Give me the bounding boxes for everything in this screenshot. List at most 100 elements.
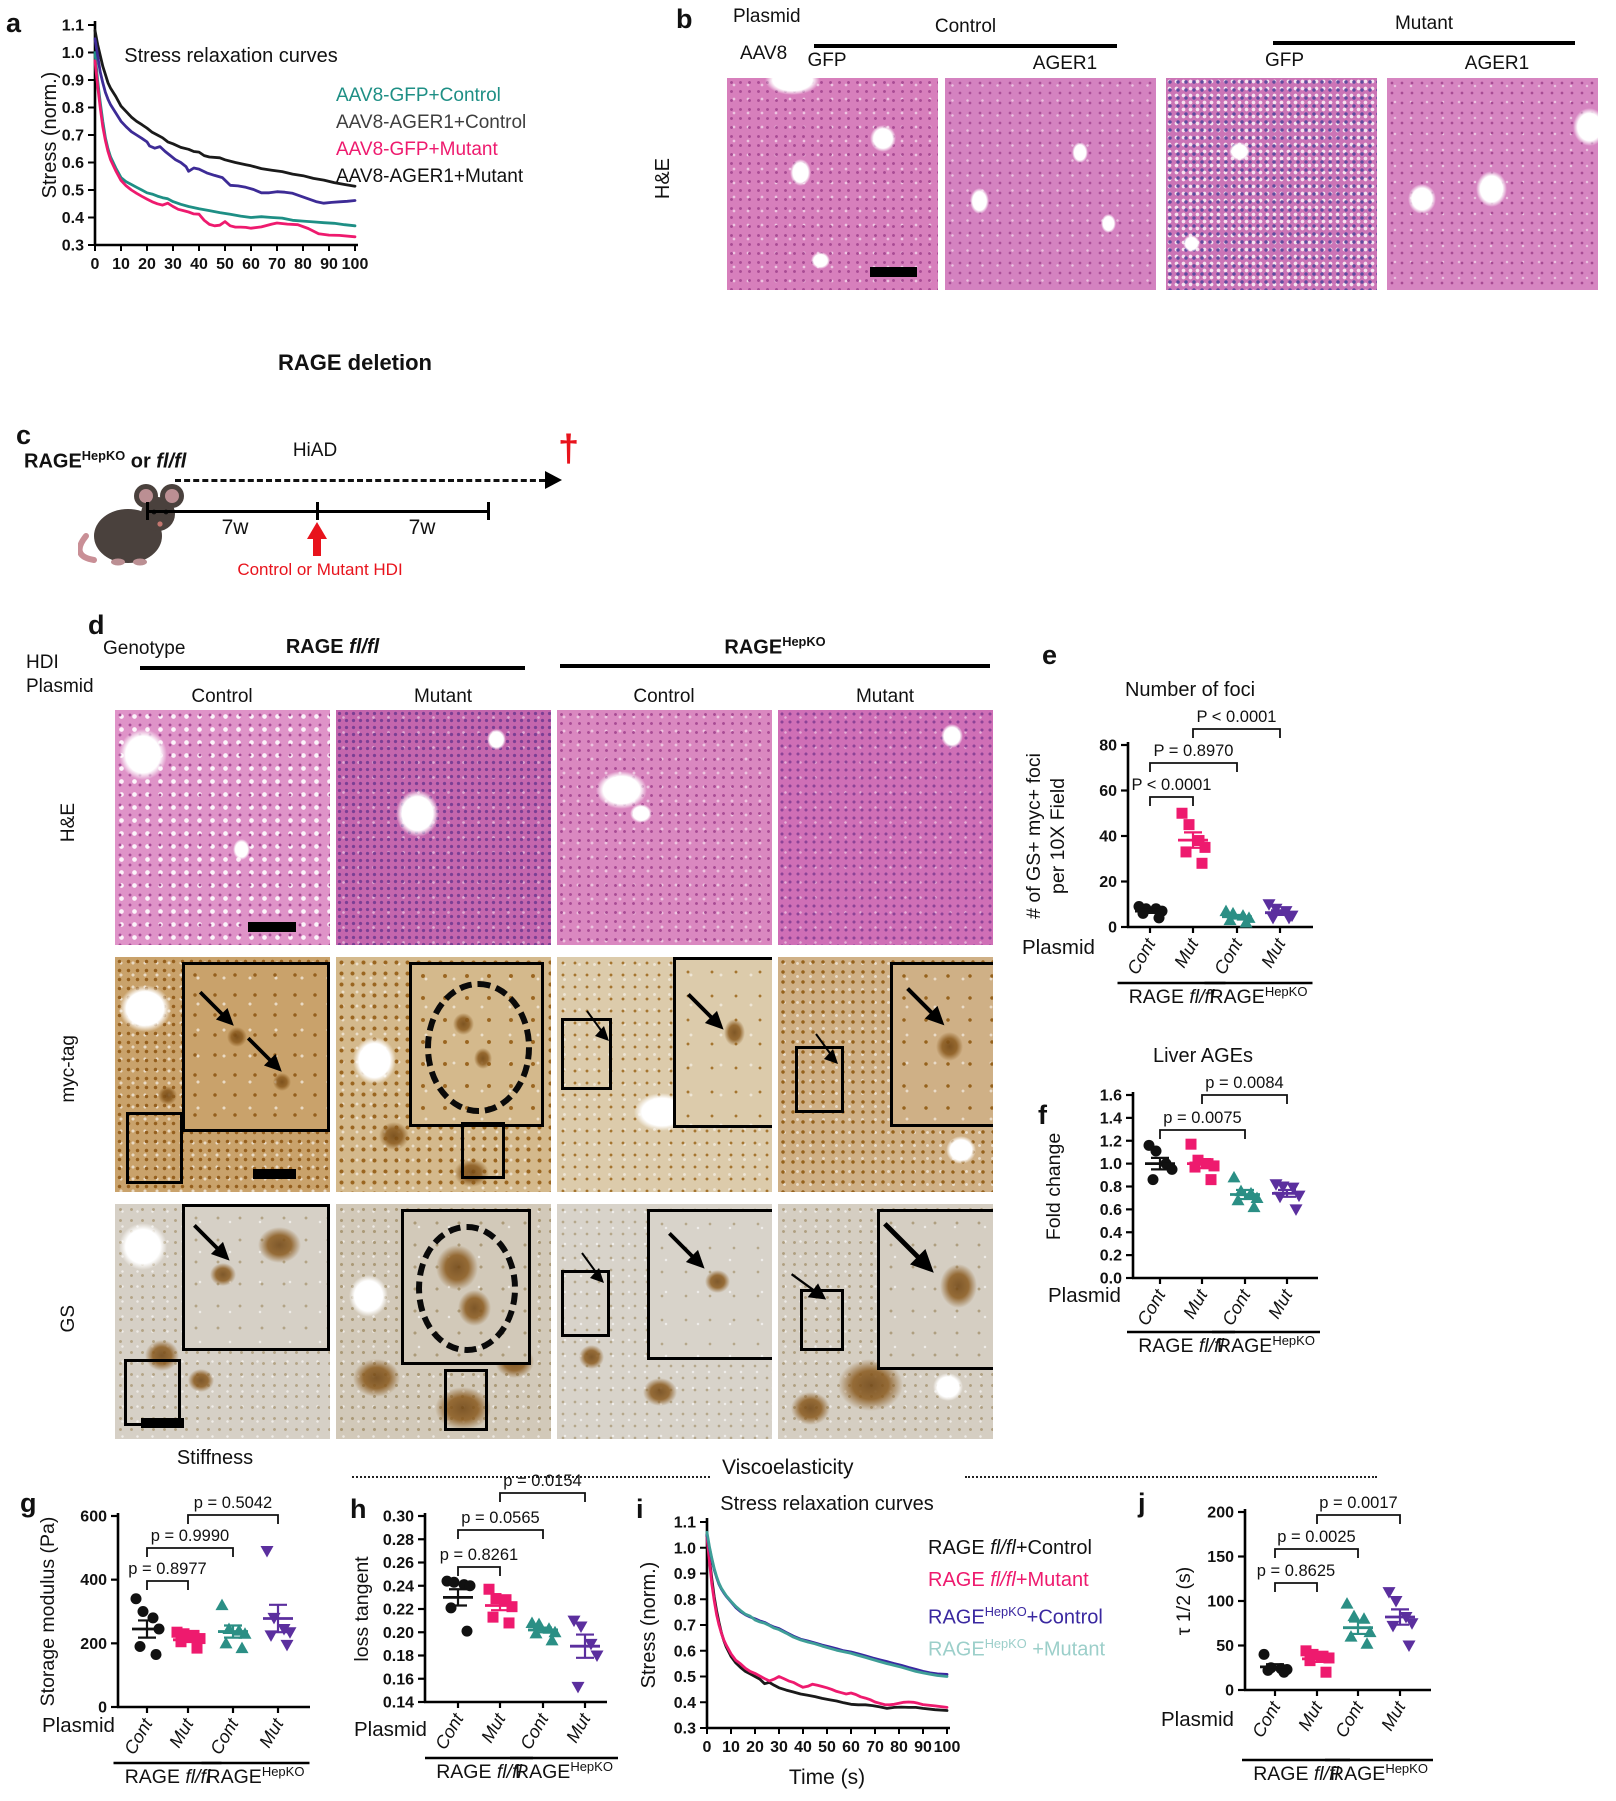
- panel-b-col-gfp-2: GFP: [1264, 50, 1305, 71]
- svg-text:Cont: Cont: [1331, 1697, 1368, 1741]
- svg-text:10: 10: [112, 256, 130, 273]
- legend-entry: AAV8-GFP+Mutant: [336, 139, 498, 160]
- vessel: [1572, 107, 1598, 146]
- injection-arrow-icon: [307, 522, 327, 539]
- genotype-mid: or: [125, 450, 157, 473]
- ihc-focus: [453, 1012, 474, 1035]
- svg-text:0.18: 0.18: [383, 1648, 414, 1665]
- gs-focus: [940, 1264, 978, 1308]
- svg-text:30: 30: [164, 256, 182, 273]
- svg-text:p = 0.0025: p = 0.0025: [1277, 1528, 1355, 1546]
- inset-box: [876, 1208, 993, 1370]
- arrow-icon: [247, 1036, 283, 1072]
- svg-text:600: 600: [80, 1509, 107, 1526]
- svg-text:P = 0.8970: P = 0.8970: [1154, 742, 1234, 760]
- panel-d-genotype-label: Genotype: [103, 638, 186, 659]
- mouse-illustration-icon: [78, 484, 184, 566]
- chart-i-legend: RAGE fl/fl+Control RAGE fl/fl+Mutant RAGEH…: [928, 1532, 1105, 1661]
- svg-text:0.6: 0.6: [62, 155, 84, 172]
- panel-j-letter: j: [1138, 1488, 1146, 1518]
- legend-entry: AAV8-AGER1+Control: [336, 112, 527, 133]
- panel-e-letter: e: [1042, 640, 1058, 670]
- svg-text:P < 0.0001: P < 0.0001: [1197, 708, 1277, 726]
- svg-text:0: 0: [98, 1700, 107, 1717]
- vessel: [630, 804, 652, 823]
- histology-d-myc-flfl-control: [115, 957, 330, 1192]
- roi-box: [460, 1121, 506, 1180]
- svg-text:0.5: 0.5: [62, 183, 84, 200]
- vessel: [945, 1135, 976, 1164]
- svg-text:50: 50: [818, 1739, 836, 1756]
- timeline-seg2-label: 7w: [408, 516, 436, 539]
- gs-focus: [643, 1377, 678, 1407]
- vessel: [1408, 184, 1436, 214]
- svg-text:100: 100: [934, 1739, 961, 1756]
- panel-b-control-underline: [814, 44, 1117, 48]
- panel-g-letter: g: [20, 1488, 37, 1518]
- group2-sup: HepKO: [782, 634, 826, 649]
- vessel: [870, 124, 896, 153]
- timeline-tick-end: [487, 502, 490, 520]
- svg-text:0.0: 0.0: [1100, 1271, 1122, 1288]
- panel-d-row-he-label: H&E: [58, 803, 79, 843]
- svg-text:1.6: 1.6: [1100, 1088, 1122, 1105]
- panel-b-col-ager1-2: AGER1: [1464, 53, 1530, 74]
- histology-d-myc-hepko-mutant: [778, 957, 993, 1192]
- hiad-label: HiAD: [292, 440, 338, 461]
- ihc-focus: [227, 1027, 248, 1047]
- histology-d-he-flfl-mutant: [336, 710, 551, 945]
- panel-a-letter: a: [6, 8, 22, 38]
- series-RAGE fl/fl+Control: [705, 1533, 949, 1712]
- svg-text:Plasmid: Plasmid: [1161, 1708, 1234, 1731]
- legend-entry: RAGEHepKO+Control: [928, 1604, 1103, 1629]
- gs-focus: [458, 1289, 491, 1326]
- histology-d-he-hepko-mutant: [778, 710, 993, 945]
- svg-text:Storage modulus (Pa): Storage modulus (Pa): [37, 1517, 59, 1707]
- vessel: [233, 839, 251, 861]
- svg-text:60: 60: [242, 256, 260, 273]
- svg-text:1.0: 1.0: [674, 1540, 696, 1557]
- series-AAV8-GFP+Control: [93, 51, 357, 228]
- svg-text:Cont: Cont: [206, 1714, 243, 1758]
- group-bottom-label: RAGE fl/fl: [125, 1766, 211, 1788]
- svg-text:0.20: 0.20: [383, 1625, 414, 1642]
- inset-box: [673, 957, 772, 1128]
- svg-text:50: 50: [1216, 1638, 1234, 1655]
- chart-title: Liver AGEs: [1153, 1045, 1253, 1067]
- svg-text:Plasmid: Plasmid: [1048, 1284, 1121, 1307]
- histology-d-myc-flfl-mutant: [336, 957, 551, 1192]
- h-scatter-svg: 0.14 0.16 0.18 0.20 0.22 0.24 0.26 0.28 0.30 p = …: [351, 1472, 618, 1783]
- svg-text:0.14: 0.14: [383, 1695, 414, 1712]
- svg-text:30: 30: [770, 1739, 788, 1756]
- svg-text:# of GS+ myc+ foci: # of GS+ myc+ foci: [1023, 753, 1045, 919]
- svg-text:Stress (norm.): Stress (norm.): [638, 1562, 660, 1689]
- inset-box: [181, 961, 330, 1133]
- svg-text:150: 150: [1207, 1549, 1234, 1566]
- svg-text:90: 90: [914, 1739, 932, 1756]
- panel-d-group1-underline: [140, 666, 525, 670]
- legend-entry: AAV8-AGER1+Mutant: [336, 166, 524, 187]
- panel-b-col-gfp-1: GFP: [807, 50, 847, 71]
- series-AAV8-GFP+Mutant: [93, 59, 357, 239]
- ihc-focus: [379, 1121, 410, 1150]
- panel-b-aav8-label: AAV8: [740, 43, 788, 64]
- vessel: [811, 251, 831, 269]
- group-bottom-label: RAGE fl/fl: [1253, 1763, 1339, 1785]
- svg-text:0.22: 0.22: [383, 1602, 414, 1619]
- panel-d-group2-underline: [560, 664, 990, 668]
- arrow-icon: [668, 1232, 705, 1269]
- group-bottom-label: RAGE fl/fl: [1129, 986, 1215, 1008]
- death-dagger-icon: †: [558, 428, 580, 470]
- svg-text:loss tangent: loss tangent: [351, 1556, 373, 1662]
- series-RAGE HepKO +Mutant: [705, 1530, 949, 1678]
- panel-b-control-group-label: Control: [934, 16, 997, 37]
- svg-text:Mut: Mut: [1264, 1285, 1297, 1322]
- svg-text:0: 0: [1225, 1683, 1234, 1700]
- histology-b-control-ager1: [945, 78, 1156, 290]
- group1-italic: fl/fl: [349, 636, 380, 658]
- timeline-tick-start: [146, 502, 149, 520]
- svg-text:1.1: 1.1: [62, 18, 84, 35]
- arrowhead-icon: [545, 471, 562, 489]
- scale-bar: [870, 266, 917, 278]
